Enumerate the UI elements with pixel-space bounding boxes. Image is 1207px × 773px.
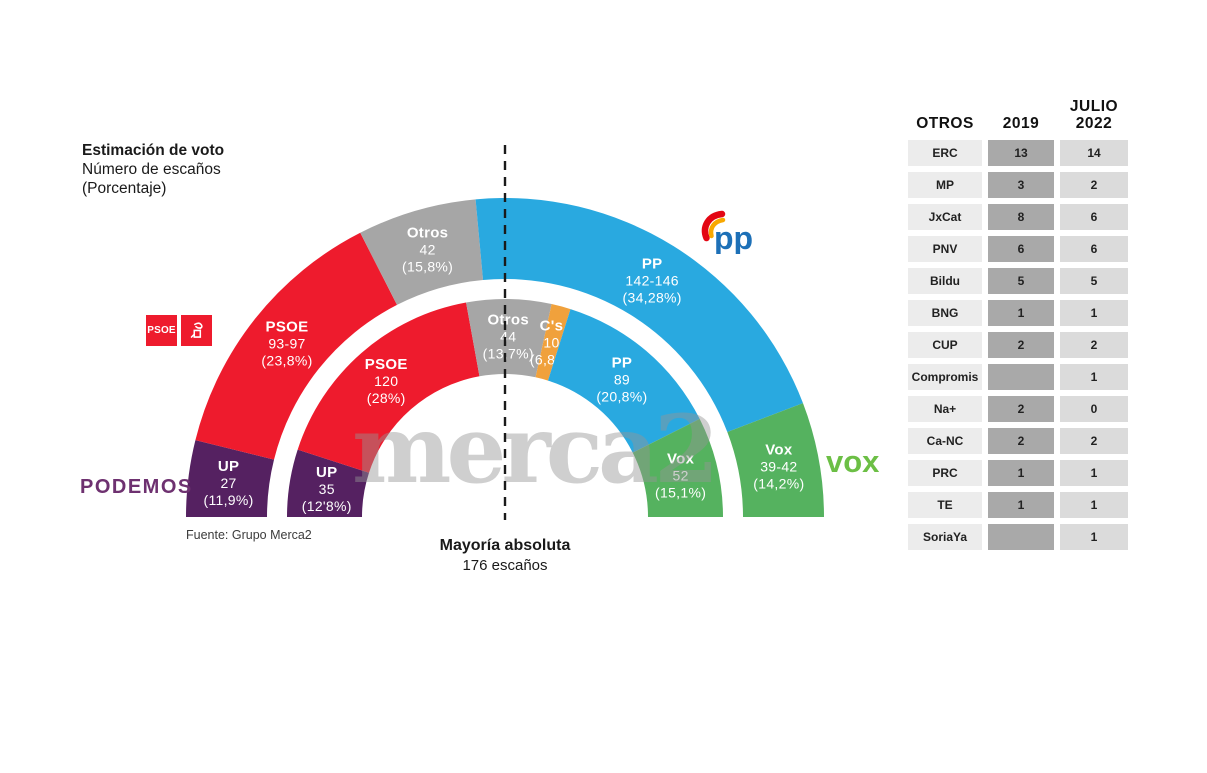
table-header: OTROS 2019 JULIO 2022 bbox=[908, 98, 1130, 132]
label-2019-cs: C's 10 (6,8%) bbox=[530, 318, 573, 368]
seats-2022-cell: 14 bbox=[1060, 140, 1128, 166]
segment-julio-2022-pp bbox=[475, 197, 803, 433]
label-julio-2022-pp: PP 142-146 (34,28%) bbox=[623, 256, 682, 306]
seats-2019-cell bbox=[988, 364, 1054, 390]
seats-2022-cell: 2 bbox=[1060, 172, 1128, 198]
label-julio-2022-up: UP 27 (11,9%) bbox=[204, 458, 254, 508]
psoe-logo: PSOE bbox=[146, 315, 212, 346]
table-body: ERC 13 14 MP 3 2 JxCat 8 6 PNV 6 6 Bildu 5 5 BNG 1 1 CUP 2 2… bbox=[908, 140, 1130, 550]
seats-2019-cell: 2 bbox=[988, 332, 1054, 358]
label-2019-vox: Vox 52 (15,1%) bbox=[655, 450, 706, 500]
party-name-cell: Compromis bbox=[908, 364, 982, 390]
psoe-wordmark: PSOE bbox=[147, 325, 176, 336]
label-julio-2022-psoe: PSOE 93-97 (23,8%) bbox=[261, 319, 312, 369]
seats-2022-cell: 2 bbox=[1060, 332, 1128, 358]
party-name-cell: MP bbox=[908, 172, 982, 198]
party-name-cell: SoriaYa bbox=[908, 524, 982, 550]
majority-label: Mayoría absoluta bbox=[439, 537, 571, 554]
seats-2019-cell: 8 bbox=[988, 204, 1054, 230]
party-name-cell: PRC bbox=[908, 460, 982, 486]
segment-julio-2022-psoe bbox=[195, 232, 397, 460]
party-name-cell: JxCat bbox=[908, 204, 982, 230]
seats-2019-cell: 2 bbox=[988, 428, 1054, 454]
col-header-2019: 2019 bbox=[1002, 115, 1040, 132]
others-table: OTROS 2019 JULIO 2022 ERC 13 14 MP 3 2 JxCat 8 6… bbox=[908, 98, 1130, 550]
seats-2022-cell: 1 bbox=[1060, 300, 1128, 326]
party-name-cell: ERC bbox=[908, 140, 982, 166]
psoe-wordmark-box: PSOE bbox=[146, 315, 177, 346]
party-name-cell: Na+ bbox=[908, 396, 982, 422]
seats-2022-cell: 6 bbox=[1060, 204, 1128, 230]
svg-text:pp: pp bbox=[714, 220, 752, 254]
vox-logo: VOX bbox=[826, 444, 880, 479]
party-name-cell: PNV bbox=[908, 236, 982, 262]
seats-2019-cell: 13 bbox=[988, 140, 1054, 166]
title-line: Estimación de voto bbox=[82, 142, 225, 159]
seats-2022-cell: 6 bbox=[1060, 236, 1128, 262]
seats-2019-cell bbox=[988, 524, 1054, 550]
label-julio-2022-otros: Otros 42 (15,8%) bbox=[402, 224, 453, 274]
seats-2022-cell: 1 bbox=[1060, 460, 1128, 486]
seats-2019-cell: 1 bbox=[988, 300, 1054, 326]
segment-2019-pp bbox=[547, 309, 700, 453]
fist-and-rose-icon bbox=[190, 321, 203, 338]
seats-2019-cell: 5 bbox=[988, 268, 1054, 294]
page-title: Estimación de voto Número de escaños (Po… bbox=[82, 141, 224, 198]
seats-2022-cell: 1 bbox=[1060, 524, 1128, 550]
segment-2019-psoe bbox=[297, 302, 480, 473]
label-2019-up: UP 35 (12'8%) bbox=[302, 464, 352, 514]
col-header-julio-2022: JULIO 2022 bbox=[1069, 98, 1119, 132]
col-header-otros: OTROS bbox=[916, 115, 974, 132]
pp-logo: pp bbox=[694, 208, 753, 259]
segment-julio-2022-up bbox=[186, 440, 275, 517]
party-name-cell: TE bbox=[908, 492, 982, 518]
party-name-cell: CUP bbox=[908, 332, 982, 358]
segment-julio-2022-vox bbox=[727, 403, 824, 517]
seats-2019-cell: 2 bbox=[988, 396, 1054, 422]
segment-julio-2022-otros bbox=[360, 199, 484, 305]
party-name-cell: Ca-NC bbox=[908, 428, 982, 454]
segment-2019-up bbox=[287, 449, 369, 517]
seats-2019-cell: 1 bbox=[988, 492, 1054, 518]
seats-2022-cell: 5 bbox=[1060, 268, 1128, 294]
podemos-logo: PODEMOS bbox=[80, 476, 193, 498]
segment-2019-vox bbox=[632, 418, 723, 517]
source-note: Fuente: Grupo Merca2 bbox=[186, 528, 312, 542]
seats-2019-cell: 3 bbox=[988, 172, 1054, 198]
seats-2022-cell: 1 bbox=[1060, 364, 1128, 390]
seats-2022-cell: 2 bbox=[1060, 428, 1128, 454]
party-name-cell: Bildu bbox=[908, 268, 982, 294]
segment-2019-cs bbox=[535, 304, 571, 381]
subtitle-line: (Porcentaje) bbox=[82, 180, 167, 197]
seats-2022-cell: 1 bbox=[1060, 492, 1128, 518]
seats-2019-cell: 1 bbox=[988, 460, 1054, 486]
seats-2019-cell: 6 bbox=[988, 236, 1054, 262]
majority-seats: 176 escaños bbox=[462, 557, 548, 574]
label-2019-pp: PP 89 (20,8%) bbox=[596, 354, 647, 404]
segment-2019-otros bbox=[466, 299, 552, 378]
label-2019-psoe: PSOE 120 (28%) bbox=[365, 356, 408, 406]
label-julio-2022-vox: Vox 39-42 (14,2%) bbox=[753, 441, 804, 491]
psoe-emblem-box bbox=[181, 315, 212, 346]
party-name-cell: BNG bbox=[908, 300, 982, 326]
subtitle-line: Número de escaños bbox=[82, 161, 221, 178]
seats-2022-cell: 0 bbox=[1060, 396, 1128, 422]
majority-caption: Mayoría absoluta 176 escaños bbox=[395, 537, 615, 574]
